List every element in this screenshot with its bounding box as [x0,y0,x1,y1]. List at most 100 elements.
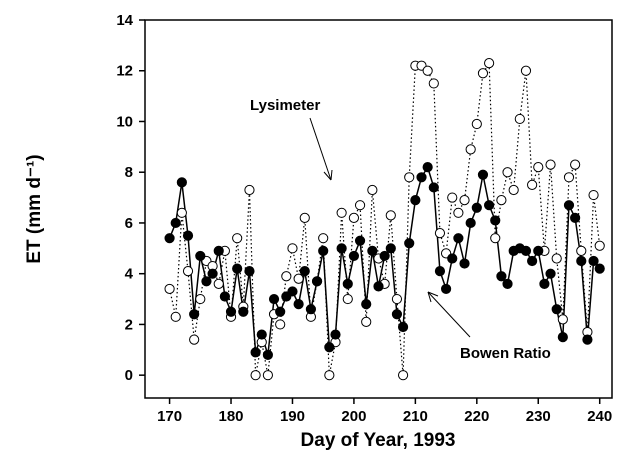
data-point [244,266,255,277]
x-tick-label: 230 [526,408,551,425]
data-point [539,278,550,289]
data-point [342,278,353,289]
data-point [410,195,421,206]
data-point [324,342,335,353]
data-point [465,144,476,155]
data-point [557,314,568,325]
series-line [168,61,601,376]
data-point [225,306,237,317]
data-point [533,245,544,256]
data-point [453,207,464,218]
data-point [551,304,562,315]
data-point [176,207,187,218]
data-point [164,233,175,244]
data-point [311,276,323,287]
data-point [582,334,593,345]
data-point [391,309,403,320]
data-point [502,167,513,178]
data-point [256,329,267,340]
data-point [293,273,304,284]
x-tick-label: 240 [587,408,612,425]
annotation: Bowen Ratio [460,345,551,362]
data-point [576,245,587,256]
data-point [281,271,292,282]
x-axis-label: Day of Year, 1993 [301,430,456,451]
data-point [213,278,224,289]
data-point [275,306,286,317]
data-point [361,316,372,327]
data-point [527,255,538,267]
data-point [563,172,575,183]
data-point [496,195,507,206]
data-point [404,172,415,183]
data-point [471,202,482,213]
y-tick-label: 2 [125,316,133,333]
data-point [262,370,273,381]
data-point [293,299,304,310]
data-point [238,306,249,317]
data-point [232,233,243,244]
data-point [502,278,513,289]
data-point [324,370,335,381]
data-point [195,250,206,262]
data-point [422,65,433,76]
data-point [447,192,458,203]
data-point [385,210,396,221]
data-point [250,370,261,381]
data-point [459,195,470,206]
data-point [367,184,378,196]
data-point [496,271,507,282]
x-tick-label: 170 [157,408,182,425]
data-point [434,266,446,277]
data-point [453,233,464,244]
data-point [594,263,605,274]
plot: 170 180 190 200 210 220 230 240 0 2 4 6 8 10 12 14 [116,12,612,425]
data-point [588,189,599,201]
data-point [219,291,230,302]
y-axis-label: ET (mm d⁻¹) [24,154,45,263]
data-point [490,215,501,226]
data-point [354,200,366,211]
y-tick-label: 14 [116,12,133,29]
plot-frame [144,19,613,399]
x-tick-label: 220 [464,408,489,425]
data-point [397,321,409,333]
data-point [557,332,568,343]
data-point [440,283,452,295]
data-point [164,283,175,295]
data-point [385,243,396,254]
y-tick-label: 8 [125,164,133,181]
data-point [336,207,347,218]
data-point [545,268,556,279]
x-tick-label: 180 [219,408,244,425]
data-point [336,243,347,254]
data-point [232,263,243,274]
data-point [189,309,200,320]
data-point [391,293,403,305]
data-point [434,228,446,239]
data-point [361,299,372,310]
data-point [268,293,280,305]
data-point [594,240,605,251]
data-point [348,250,360,262]
x-tick-label: 190 [280,408,305,425]
y-tick-label: 6 [125,215,133,232]
data-point [533,162,544,173]
data-point [563,200,575,211]
data-point [182,230,194,241]
data-point [514,113,525,125]
data-point [318,233,329,244]
data-point [520,245,532,256]
data-point [367,245,378,256]
y-tick-label: 12 [116,63,133,80]
data-point [373,281,384,292]
data-point [262,349,273,360]
annotation: Lysimeter [250,97,320,114]
data-point [299,212,310,223]
data-point [348,212,360,223]
data-point [471,118,482,130]
data-point [213,245,224,256]
data-point [379,250,390,262]
data-point [404,238,415,249]
